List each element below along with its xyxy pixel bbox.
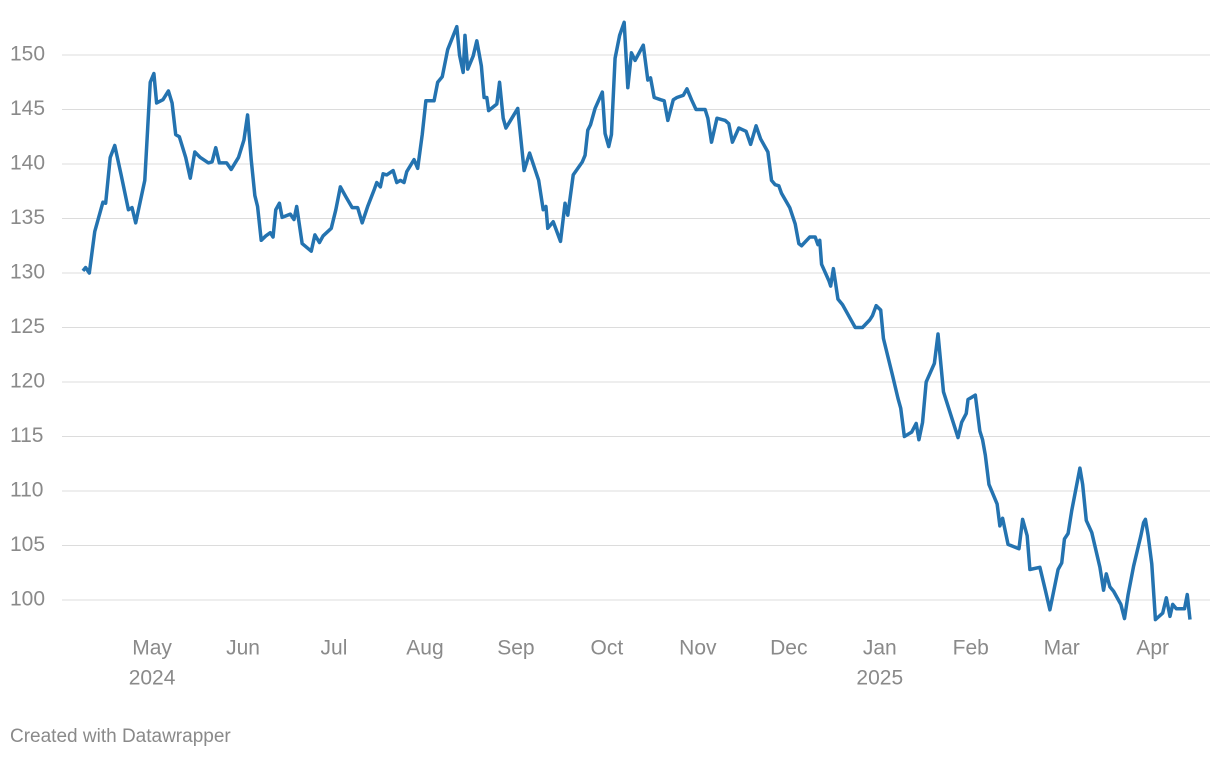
x-tick-label: Dec — [770, 637, 807, 660]
x-tick-label: May — [132, 637, 172, 660]
x-tick-label: Feb — [953, 637, 989, 660]
footer: Created with Datawrapper — [10, 726, 231, 747]
x-tick-label: Jul — [321, 637, 348, 660]
y-tick-label: 140 — [10, 152, 45, 175]
x-year-label: 2025 — [856, 667, 903, 690]
y-tick-label: 115 — [10, 424, 43, 447]
x-year-label: 2024 — [129, 667, 176, 690]
x-tick-label: Sep — [497, 637, 534, 660]
x-tick-label: Aug — [406, 637, 443, 660]
x-tick-label: Jun — [226, 637, 260, 660]
y-tick-label: 130 — [10, 261, 45, 284]
x-tick-label: Apr — [1136, 637, 1169, 660]
x-tick-label: Mar — [1044, 637, 1080, 660]
x-tick-label: Jan — [863, 637, 897, 660]
x-tick-label: Nov — [679, 637, 717, 660]
price-line — [81, 20, 1192, 622]
y-tick-label: 110 — [10, 479, 43, 502]
x-tick-label: Oct — [591, 637, 624, 660]
y-tick-label: 100 — [10, 588, 45, 611]
y-tick-label: 120 — [10, 370, 45, 393]
y-tick-label: 135 — [10, 206, 45, 229]
y-tick-label: 125 — [10, 315, 45, 338]
y-tick-label: 105 — [10, 533, 45, 556]
y-tick-label: 145 — [10, 97, 45, 120]
y-tick-label: 150 — [10, 43, 45, 66]
